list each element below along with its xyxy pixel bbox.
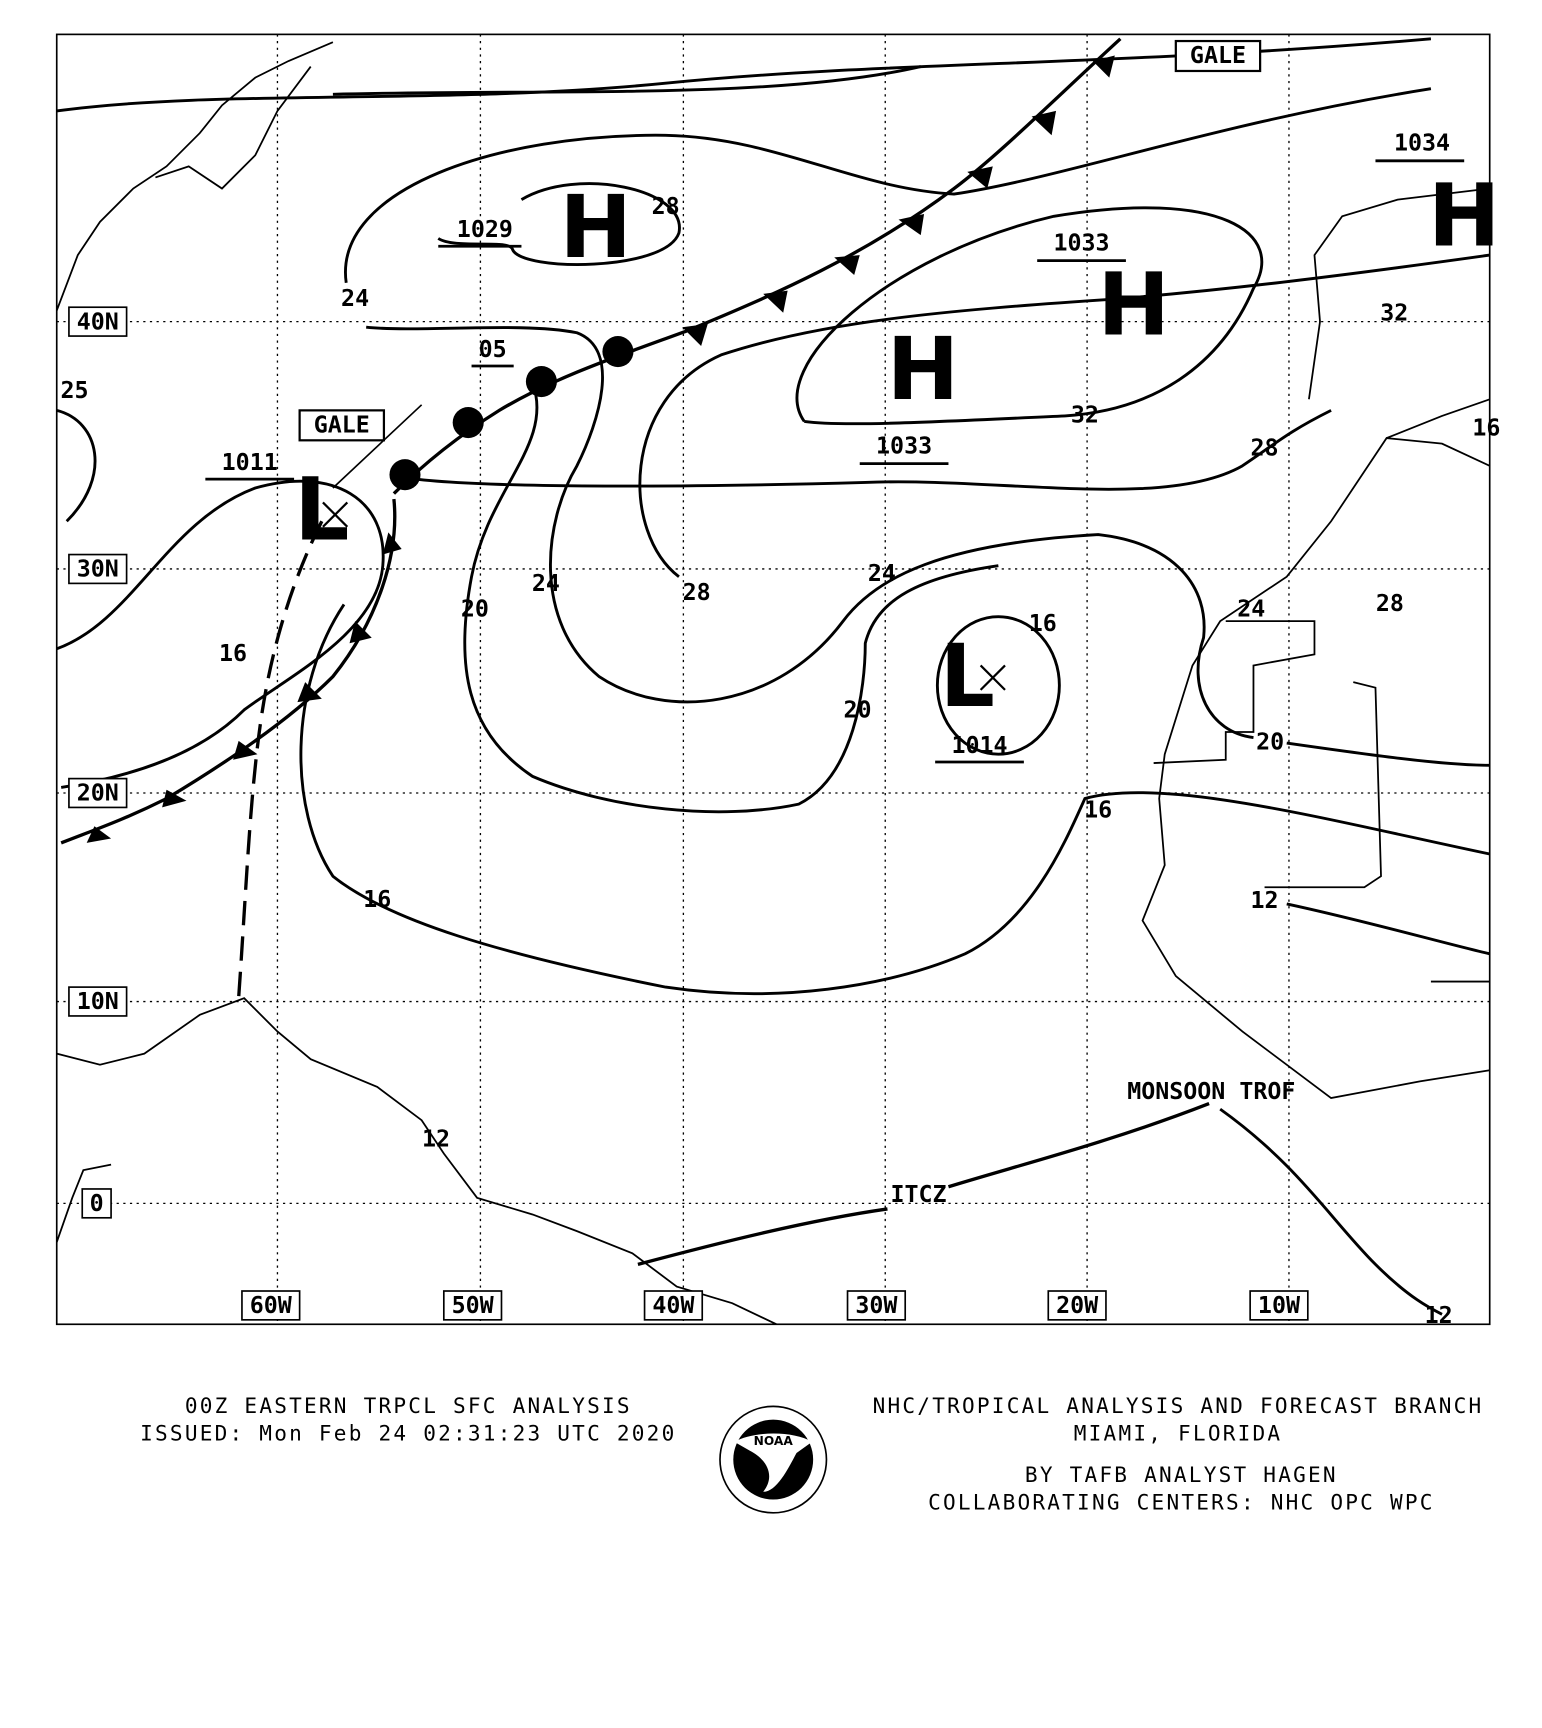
gale-warnings: GALE GALE (298, 39, 1262, 442)
svg-text:05: 05 (479, 336, 507, 363)
front-semicircles (389, 336, 634, 491)
high-center: H (560, 178, 632, 278)
svg-text:10N: 10N (77, 988, 119, 1015)
svg-text:20N: 20N (77, 780, 119, 807)
high-center: H (887, 320, 959, 420)
trough (236, 520, 324, 999)
svg-text:28: 28 (683, 579, 711, 606)
front-triangles (682, 55, 1115, 347)
svg-text:10W: 10W (1258, 1292, 1301, 1319)
svg-text:24: 24 (868, 560, 896, 587)
svg-text:12: 12 (1251, 887, 1279, 914)
svg-text:1014: 1014 (951, 732, 1007, 759)
svg-text:32: 32 (1071, 401, 1099, 428)
svg-text:25: 25 (60, 377, 88, 404)
svg-text:1034: 1034 (1394, 130, 1450, 157)
svg-text:16: 16 (219, 640, 247, 667)
noaa-logo: NOAA (719, 1405, 828, 1514)
itcz-line-2 (947, 1102, 1210, 1189)
latitude-labels: 40N 30N 20N 10N 0 (68, 306, 128, 1219)
svg-text:16: 16 (1029, 610, 1057, 637)
svg-text:1033: 1033 (876, 432, 932, 459)
svg-text:24: 24 (341, 285, 369, 312)
high-center: H (1097, 255, 1169, 355)
low-center-x-icon (979, 664, 1006, 691)
svg-text:40N: 40N (77, 308, 119, 335)
svg-text:16: 16 (1084, 796, 1112, 823)
svg-text:12: 12 (1425, 1302, 1453, 1329)
svg-text:28: 28 (652, 193, 680, 220)
svg-text:12: 12 (422, 1126, 450, 1153)
svg-text:20: 20 (1256, 729, 1284, 756)
svg-text:GALE: GALE (314, 411, 370, 438)
svg-text:30W: 30W (855, 1292, 898, 1319)
svg-text:28: 28 (1251, 435, 1279, 462)
isobars (56, 37, 1490, 1316)
analyst: BY TAFB ANALYST HAGEN (1025, 1462, 1338, 1487)
svg-text:1011: 1011 (222, 449, 278, 476)
svg-text:NOAA: NOAA (754, 1434, 794, 1448)
low-center: L (940, 627, 995, 727)
svg-text:28: 28 (1376, 590, 1404, 617)
location: MIAMI, FLORIDA (1074, 1421, 1283, 1446)
fronts (60, 37, 1210, 1266)
high-center: H (1428, 167, 1500, 267)
svg-text:20: 20 (843, 696, 871, 723)
svg-text:GALE: GALE (1190, 42, 1246, 69)
svg-text:16: 16 (1472, 415, 1500, 442)
collaborating-centers: COLLABORATING CENTERS: NHC OPC WPC (928, 1490, 1435, 1515)
svg-text:30N: 30N (77, 556, 119, 583)
coastlines (56, 41, 1490, 1325)
svg-text:32: 32 (1380, 299, 1408, 326)
svg-text:24: 24 (532, 570, 560, 597)
itcz-label: ITCZ (890, 1181, 946, 1208)
monsoon-trough-label: MONSOON TROF (1127, 1078, 1295, 1105)
center-pressures: 1029 1033 1033 1034 1011 1014 05 (205, 130, 1465, 764)
footer: 00Z EASTERN TRPCL SFC ANALYSIS ISSUED: M… (140, 1393, 1484, 1515)
svg-text:16: 16 (363, 886, 391, 913)
issued-time: ISSUED: Mon Feb 24 02:31:23 UTC 2020 (140, 1421, 676, 1446)
longitude-labels: 60W 50W 40W 30W 20W 10W (241, 1290, 1309, 1321)
organization: NHC/TROPICAL ANALYSIS AND FORECAST BRANC… (873, 1393, 1484, 1418)
low-center: L (294, 461, 349, 561)
svg-text:20W: 20W (1056, 1292, 1099, 1319)
low-center-x-icon (322, 501, 349, 528)
svg-text:1029: 1029 (457, 216, 513, 243)
svg-text:0: 0 (90, 1190, 104, 1217)
itcz-line (637, 1207, 888, 1266)
svg-text:1033: 1033 (1054, 230, 1110, 257)
chart-title: 00Z EASTERN TRPCL SFC ANALYSIS (185, 1393, 632, 1418)
graticule (56, 34, 1490, 1325)
isobar-labels: 28 24 32 32 28 25 16 24 28 24 20 16 24 2… (60, 193, 1500, 1329)
svg-text:60W: 60W (250, 1292, 293, 1319)
svg-text:24: 24 (1237, 596, 1265, 623)
svg-text:40W: 40W (652, 1292, 695, 1319)
svg-text:20: 20 (461, 596, 489, 623)
svg-text:50W: 50W (452, 1292, 495, 1319)
